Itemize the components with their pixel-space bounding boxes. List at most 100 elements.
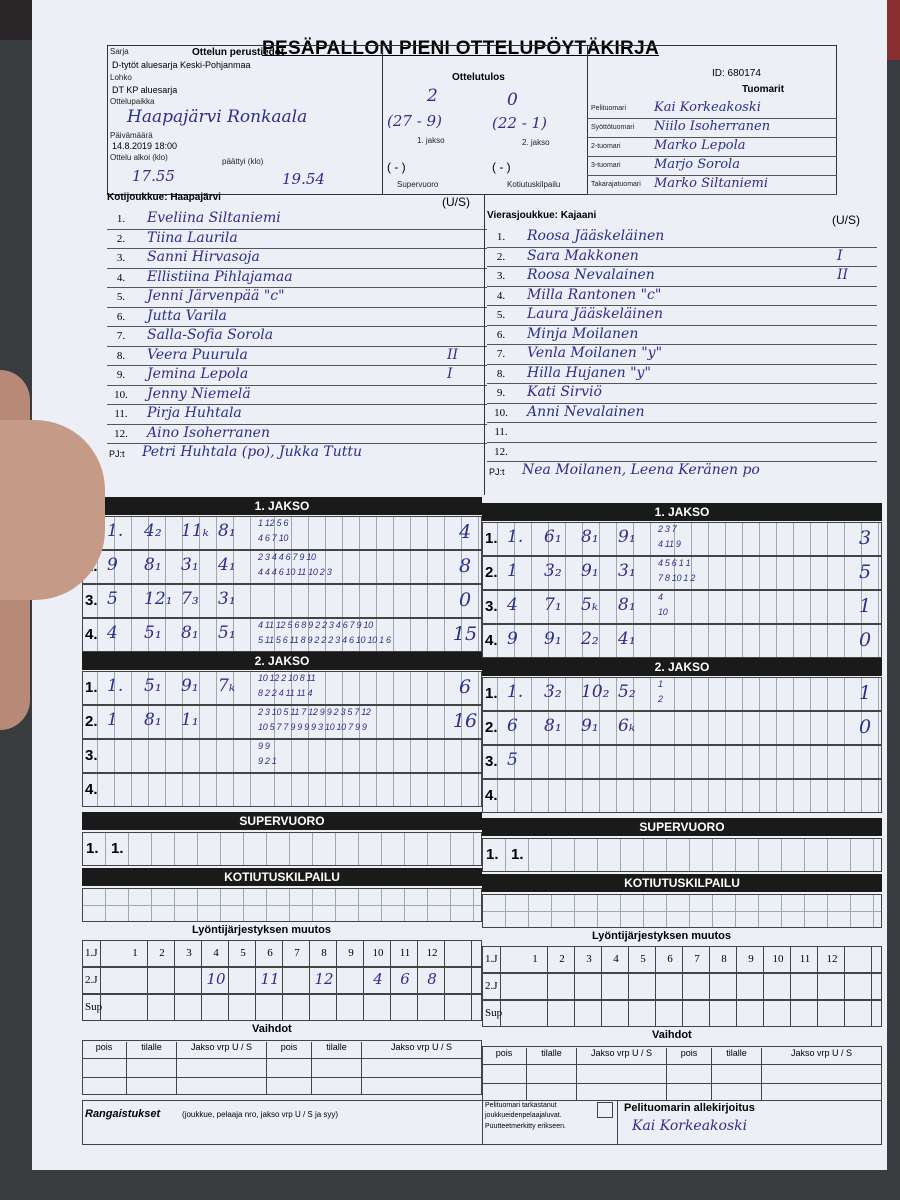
order-col-number: 4 <box>213 947 219 959</box>
player-number: 3. <box>496 270 506 282</box>
referee-role: 3-tuomari <box>591 162 621 169</box>
runs-top: 4 5 6 1 1 <box>658 558 691 568</box>
batter-mark: 8₁ <box>581 527 599 547</box>
header-box <box>107 45 837 195</box>
divider <box>482 1100 483 1145</box>
check-text: joukkueidenpelaajaluvat. <box>485 1112 562 1119</box>
batter-mark: 3₂ <box>544 561 562 581</box>
away-team-label: Vierasjoukkue: Kajaani <box>487 210 597 221</box>
subs-col-header: tilalle <box>312 1042 362 1095</box>
runs-top: 2 3 7 <box>658 524 677 534</box>
batter-mark: 8₁ <box>144 555 162 575</box>
subs-label: Vaihdot <box>652 1029 692 1041</box>
divider <box>587 156 837 157</box>
order-change-entry: 12 <box>314 970 334 988</box>
inning-total: 1 <box>858 682 872 704</box>
batter-mark: 5₂ <box>618 682 636 702</box>
super-header: SUPERVUORO <box>482 818 882 836</box>
batter-mark: 6₁ <box>544 527 562 547</box>
inning-row <box>482 745 882 779</box>
player-row <box>107 386 487 405</box>
player-number: 4. <box>496 289 506 302</box>
order-col-number: 1 <box>532 953 538 965</box>
signature: Kai Korkeakoski <box>632 1118 748 1134</box>
order-col-number: 8 <box>321 947 327 959</box>
player-row <box>107 366 487 386</box>
subs-col-header: Jakso vrp U / S <box>362 1042 482 1095</box>
inning-row <box>482 677 882 711</box>
batter-mark: 12₁ <box>144 589 173 609</box>
player-number: 11. <box>114 408 128 420</box>
inning-total: 15 <box>452 623 478 645</box>
inning-total: 0 <box>858 716 872 738</box>
batter-mark: 7₁ <box>544 595 562 615</box>
order-change-entry: 10 <box>206 970 226 988</box>
player-name: Eveliina Siltaniemi <box>147 210 281 226</box>
signature-label: Pelituomarin allekirjoitus <box>624 1102 755 1114</box>
order-row-label: Sup <box>85 1001 103 1013</box>
inning-number: 4. <box>485 632 498 649</box>
runs-top: 10 12 2 10 8 11 <box>258 673 316 683</box>
result-period1: (27 - 9) <box>387 112 442 130</box>
batter-mark: 9₁ <box>581 716 599 736</box>
batter-mark: 10₂ <box>581 682 610 702</box>
player-row <box>487 306 877 326</box>
roster-checked-checkbox[interactable] <box>597 1102 613 1118</box>
order-change-entry: 8 <box>427 970 437 988</box>
inning-row <box>82 618 482 652</box>
inning-total: 8 <box>458 555 472 577</box>
player-row <box>107 249 487 269</box>
referee-role: Syöttötuomari <box>591 124 635 131</box>
player-row <box>487 228 877 248</box>
player-us-mark: II <box>447 346 459 363</box>
batter-mark: 9₁ <box>581 561 599 581</box>
player-name: Ellistiina Pihlajamaa <box>147 268 293 285</box>
order-row <box>482 973 882 1000</box>
order-row <box>482 1000 882 1027</box>
order-row-label: 2.J <box>85 974 98 986</box>
inning-total: 5 <box>858 561 872 583</box>
thumb <box>0 420 105 600</box>
inning-number: 3. <box>85 747 98 764</box>
inning-number: 1. <box>485 685 498 702</box>
player-us-mark: I <box>837 247 843 264</box>
inning-number: 2. <box>85 713 98 730</box>
player-number: 3. <box>116 252 126 264</box>
away-us-label: (U/S) <box>832 213 860 227</box>
period1-label: 1. jakso <box>417 136 445 145</box>
inning-number: 2. <box>485 564 498 581</box>
inning-total: 6 <box>458 676 472 698</box>
subs-label: Vaihdot <box>252 1023 292 1035</box>
player-row <box>107 425 487 444</box>
player-number: 6. <box>496 328 506 341</box>
referee-name: Marko Siltaniemi <box>654 176 769 191</box>
order-row-label: 1.J <box>485 953 498 965</box>
order-col-number: 6 <box>667 953 673 965</box>
subs-col-header: pois <box>482 1048 527 1101</box>
batter-mark: 4₁ <box>218 555 236 575</box>
group-label: Lohko <box>110 73 132 82</box>
referee-name: Kai Korkeakoski <box>654 100 761 115</box>
referees-heading: Tuomarit <box>742 84 785 95</box>
inning-total: 0 <box>458 589 472 611</box>
batter-mark: 9 <box>507 629 518 649</box>
inning-row <box>482 779 882 813</box>
player-number: 9. <box>116 369 126 381</box>
player-row <box>487 384 877 404</box>
inning-total: 0 <box>858 629 872 651</box>
home-run-label: Kotiutuskilpailu <box>507 180 561 189</box>
order-row-label: 2.J <box>485 980 498 992</box>
player-name: Sara Makkonen <box>527 247 639 264</box>
series-label: Sarja <box>110 47 129 56</box>
batter-mark: 1 <box>107 710 118 730</box>
referee-name: Marjo Sorola <box>654 157 740 172</box>
pj-label: PJ:t <box>489 467 505 477</box>
player-us-mark: II <box>837 267 849 283</box>
subs-col-header: tilalle <box>127 1042 177 1095</box>
order-col-number: 11 <box>799 953 811 965</box>
batter-mark: 6 <box>507 716 518 736</box>
referee-name: Niilo Isoherranen <box>654 119 771 134</box>
player-name: Roosa Jääskeläinen <box>527 228 665 244</box>
inning-total: 1 <box>858 595 872 617</box>
runs-bottom: 8 2 2 4 11 11 4 <box>258 688 313 698</box>
